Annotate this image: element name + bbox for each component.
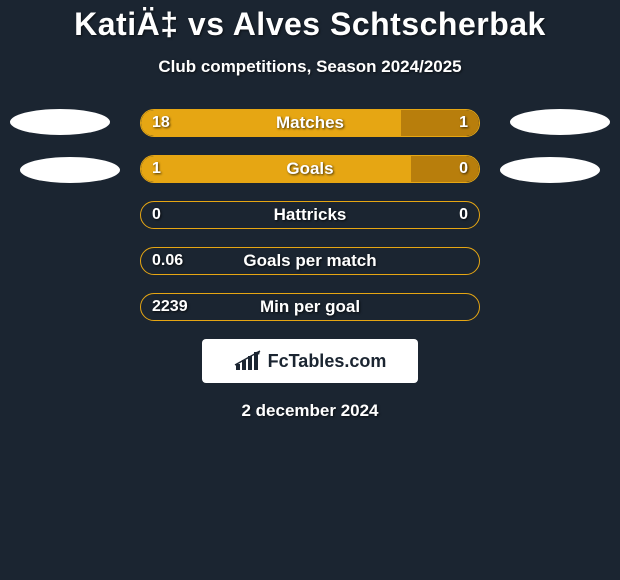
stat-label: Goals <box>140 155 480 183</box>
stat-label: Hattricks <box>140 201 480 229</box>
stat-label: Min per goal <box>140 293 480 321</box>
brand-card: FcTables.com <box>202 339 418 383</box>
brand-text: FcTables.com <box>268 351 387 372</box>
stat-row: 00Hattricks <box>0 201 620 229</box>
bar-chart-icon <box>234 350 262 372</box>
stat-row: 181Matches <box>0 109 620 137</box>
page-title: KatiÄ‡ vs Alves Schtscherbak <box>0 0 620 43</box>
stat-row: 10Goals <box>0 155 620 183</box>
date-label: 2 december 2024 <box>0 401 620 421</box>
stat-row: 2239Min per goal <box>0 293 620 321</box>
stat-label: Goals per match <box>140 247 480 275</box>
page-subtitle: Club competitions, Season 2024/2025 <box>0 57 620 77</box>
stat-row: 0.06Goals per match <box>0 247 620 275</box>
stat-label: Matches <box>140 109 480 137</box>
stats-area: 181Matches 10Goals 00Hattricks 0.06Goals pe… <box>0 109 620 321</box>
comparison-infographic: KatiÄ‡ vs Alves Schtscherbak Club compet… <box>0 0 620 580</box>
